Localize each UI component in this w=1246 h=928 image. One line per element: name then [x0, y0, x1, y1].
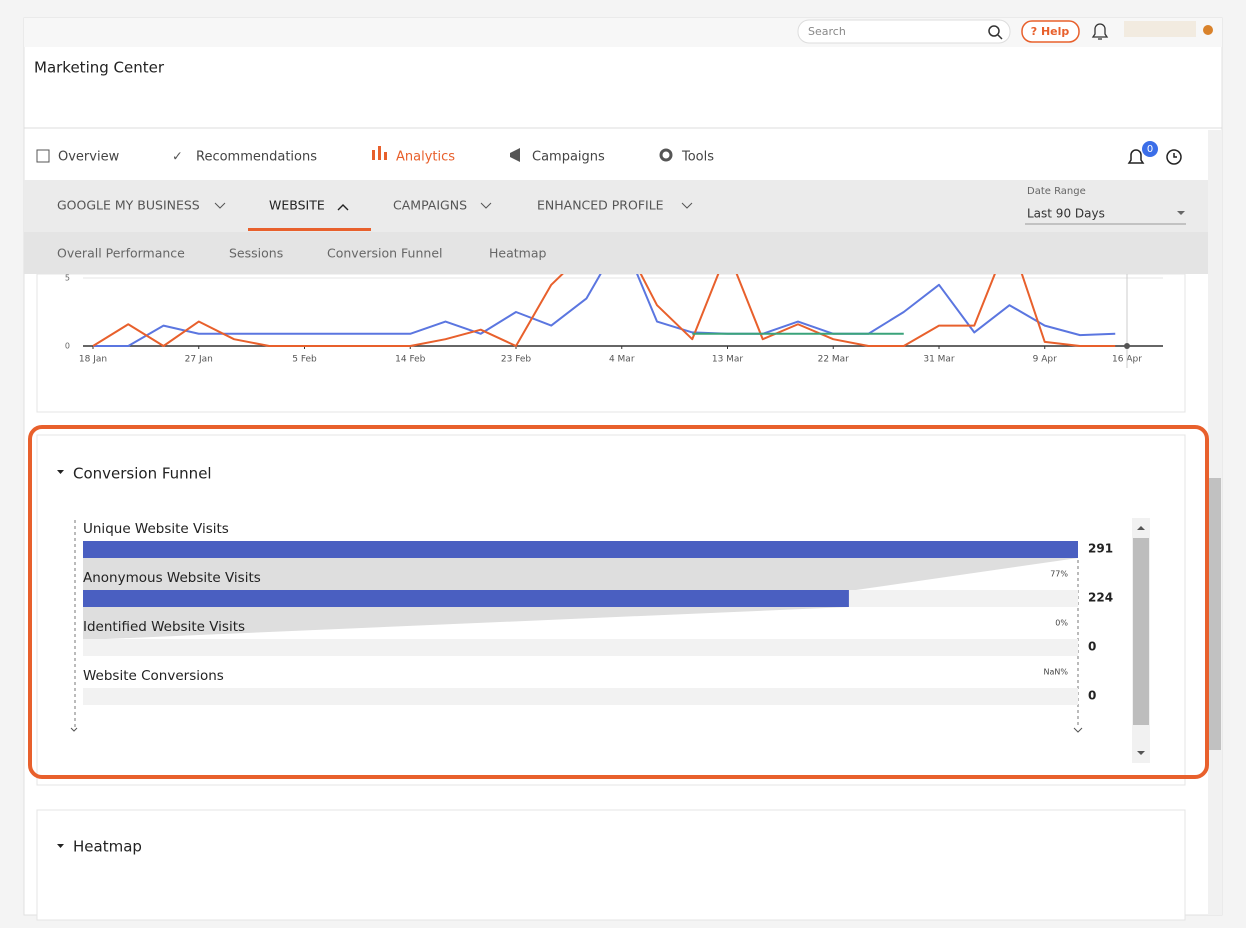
subsubnav-tab[interactable]: Conversion Funnel [327, 246, 443, 261]
plot-area [92, 274, 1116, 347]
nav-tab-active[interactable]: Analytics [396, 150, 455, 165]
search-icon [997, 34, 1003, 40]
bar-track [83, 688, 1078, 705]
x-tick-label: 13 Mar [712, 355, 744, 365]
collapse-caret[interactable] [57, 844, 64, 848]
line-chart: 0 5 18 Jan 27 Jan 5 Feb 14 Feb 23 Feb 4 Mar 13 M… [65, 274, 1163, 368]
notification-badge [1142, 141, 1158, 157]
y-tick-label: 5 [65, 274, 70, 283]
step-label: Anonymous Website Visits [83, 570, 261, 586]
funnel-chart: Unique Website Visits 291 Anonymous Websit… [83, 521, 1113, 705]
bell-icon[interactable] [1091, 23, 1109, 40]
x-tick-label: 27 Jan [185, 355, 213, 365]
help-button[interactable] [1021, 20, 1080, 43]
x-tick-label: 9 Apr [1033, 355, 1057, 365]
step-label: Website Conversions [83, 668, 224, 684]
app-title: Marketing Center [34, 59, 165, 77]
nav-tab[interactable]: Campaigns [532, 150, 605, 165]
history-icon[interactable] [1166, 149, 1182, 165]
search-placeholder: Search [808, 25, 846, 38]
tools-icon [659, 148, 673, 162]
x-tick-label: 18 Jan [79, 355, 107, 365]
nav-tab[interactable]: Tools [681, 150, 714, 165]
collapse-caret[interactable] [57, 470, 64, 474]
subnav-tab[interactable]: CAMPAIGNS [393, 198, 467, 213]
y-tick-label: 0 [65, 342, 70, 351]
x-tick-label: 23 Feb [501, 355, 532, 365]
step-value: 0 [1088, 640, 1096, 654]
chart-card [36, 273, 1186, 413]
search-icon[interactable] [988, 25, 1000, 37]
funnel-title: Conversion Funnel [73, 465, 212, 483]
x-tick-label: 14 Feb [395, 355, 426, 365]
subsubnav [24, 232, 1208, 274]
bar-track [83, 639, 1078, 656]
funnel-scrollbar-thumb[interactable] [1133, 538, 1149, 725]
help-label: ? Help [1031, 25, 1070, 38]
heatmap-card [36, 809, 1186, 921]
dropdown-arrow [1177, 211, 1185, 215]
analytics-icon [378, 146, 381, 160]
highlight-box [28, 425, 1209, 779]
step-rate: 77% [1050, 570, 1068, 579]
search-box[interactable] [797, 19, 1011, 44]
chevron [337, 204, 349, 211]
subnav-tab[interactable]: GOOGLE MY BUSINESS [57, 198, 200, 213]
step-label: Identified Website Visits [83, 619, 245, 635]
history-icon [1173, 153, 1177, 158]
subsubnav-tab[interactable]: Overall Performance [57, 246, 185, 261]
subnav-tab[interactable]: ENHANCED PROFILE [537, 198, 664, 213]
series-line [92, 274, 1116, 347]
x-tick-label: 31 Mar [923, 355, 955, 365]
nav-tab[interactable]: Recommendations [196, 150, 317, 165]
date-range-value[interactable]: Last 90 Days [1027, 207, 1105, 221]
chevron [681, 202, 693, 209]
nav-tab[interactable]: Overview [58, 150, 120, 165]
notification-count: 0 [1147, 144, 1153, 155]
active-underline [248, 228, 371, 231]
analytics-icon [372, 150, 375, 160]
x-tick-label: 22 Mar [818, 355, 850, 365]
avatar[interactable] [1203, 25, 1213, 35]
overview-icon [36, 149, 50, 163]
chevron [480, 202, 492, 209]
step-rate: 0% [1055, 619, 1068, 628]
subsubnav-tab[interactable]: Heatmap [489, 246, 546, 261]
step-label: Unique Website Visits [83, 521, 229, 537]
funnel-connector [83, 607, 849, 640]
subsubnav-tab[interactable]: Sessions [229, 246, 283, 261]
hover-dot [1124, 343, 1130, 349]
funnel-connector [83, 558, 1078, 591]
funnel-bar [83, 541, 1078, 558]
series-line [93, 274, 1116, 347]
scrollbar-thumb[interactable] [1209, 478, 1221, 750]
step-value: 224 [1088, 591, 1113, 605]
step-value: 291 [1088, 542, 1113, 556]
notifications-icon[interactable] [1127, 149, 1145, 164]
funnel-bar [83, 590, 849, 607]
subnav-tab-active[interactable]: WEBSITE [269, 198, 325, 213]
step-value: 0 [1088, 689, 1096, 703]
chevron [214, 202, 226, 209]
analytics-icon [384, 152, 387, 160]
campaigns-icon [510, 148, 520, 162]
date-range-label: Date Range [1027, 186, 1086, 197]
user-name [1124, 21, 1196, 37]
nav-icon: ✓ [172, 150, 183, 165]
x-tick-label: 5 Feb [292, 355, 317, 365]
heatmap-title: Heatmap [73, 838, 142, 856]
step-rate: NaN% [1044, 668, 1069, 677]
guide-chevron [70, 727, 1083, 733]
x-tick-label: 4 Mar [609, 355, 635, 365]
